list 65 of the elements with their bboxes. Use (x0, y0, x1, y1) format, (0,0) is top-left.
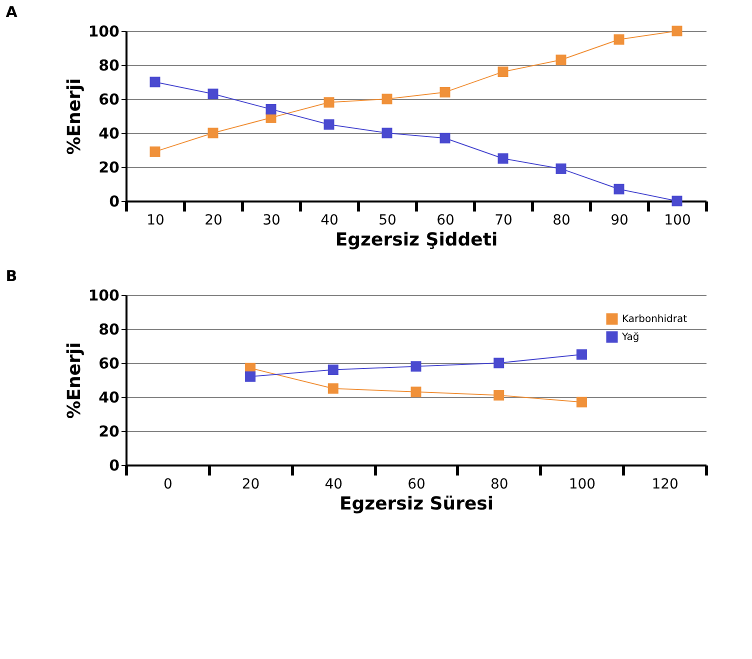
x-tick-label: 90 (610, 212, 628, 228)
x-tick-label: 20 (204, 212, 222, 228)
y-tick-label: 80 (98, 320, 120, 338)
point (410, 361, 422, 372)
chart-title: B (6, 267, 18, 285)
x-tick-label: 120 (652, 476, 678, 492)
point (324, 119, 334, 130)
point (328, 364, 338, 376)
point (556, 54, 566, 66)
x-tick-label: 10 (146, 212, 164, 228)
y-tick-label: 40 (98, 388, 120, 406)
y-tick-label: 60 (98, 90, 120, 108)
x-tick-label: 80 (490, 476, 508, 492)
point (614, 34, 624, 45)
y-tick-label: 40 (98, 124, 120, 142)
point (150, 146, 160, 157)
y-tick-label: 20 (98, 158, 120, 176)
x-tick-label: 70 (494, 212, 512, 228)
point (208, 88, 218, 100)
point (672, 196, 682, 206)
point (576, 396, 587, 408)
point (614, 184, 624, 194)
point (498, 66, 508, 78)
x-tick-label: 40 (320, 212, 338, 228)
y-tick-label: 0 (109, 456, 120, 474)
point (382, 128, 392, 138)
y-tick-label: 20 (98, 422, 120, 440)
point (328, 383, 338, 394)
point (556, 163, 566, 174)
x-tick-label: 100 (664, 212, 691, 228)
x-tick-label: 30 (262, 212, 280, 228)
x-tick-label: 80 (552, 212, 570, 228)
point (266, 104, 276, 114)
x-tick-label: 40 (324, 476, 343, 492)
point (498, 153, 508, 164)
x-tick-label: 100 (568, 476, 596, 492)
x-tick-label: 20 (242, 476, 260, 492)
point (440, 86, 450, 98)
point (576, 349, 587, 360)
y-tick-label: 60 (98, 354, 120, 372)
y-axis-title: %Enerji (64, 342, 86, 419)
x-tick-label: 50 (378, 212, 396, 228)
x-tick-label: 60 (408, 476, 426, 492)
y-tick-label: 100 (88, 22, 120, 40)
point (150, 76, 160, 88)
x-tick-label: 60 (436, 212, 454, 228)
x-axis-title: Egzersiz Süresi (339, 494, 494, 514)
point (324, 97, 334, 108)
y-tick-label: 80 (98, 56, 120, 74)
point (208, 128, 218, 138)
legend-label: Yağ (621, 332, 640, 343)
point (440, 132, 450, 144)
y-tick-label: 100 (88, 286, 120, 304)
x-axis-title: Egzersiz Şiddeti (335, 230, 498, 250)
y-tick-label: 0 (109, 192, 120, 210)
point (382, 94, 392, 104)
point (672, 26, 682, 36)
x-tick-label: 0 (163, 476, 172, 492)
chart-title: A (6, 3, 18, 21)
legend-label: Karbonhidrat (622, 314, 688, 325)
point (410, 386, 422, 398)
point (494, 358, 504, 368)
point (245, 371, 256, 382)
y-axis-title: %Enerji (64, 78, 86, 155)
point (494, 390, 504, 401)
